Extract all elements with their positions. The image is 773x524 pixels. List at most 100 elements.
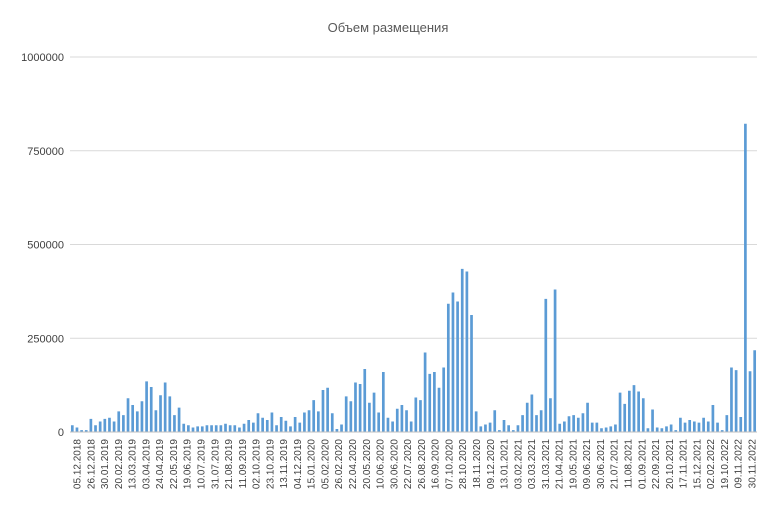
bar xyxy=(154,410,158,432)
bar xyxy=(214,425,218,432)
bar xyxy=(349,401,353,432)
bar xyxy=(270,412,274,432)
bar xyxy=(716,422,719,433)
bar xyxy=(609,426,613,433)
bar xyxy=(228,425,232,432)
bar xyxy=(381,372,385,432)
bar xyxy=(739,417,743,432)
bar xyxy=(530,394,534,432)
bar xyxy=(131,405,135,432)
bar xyxy=(135,411,139,433)
bar xyxy=(238,427,241,432)
bar xyxy=(307,410,311,432)
x-tick-label: 02.02.2022 xyxy=(706,439,717,489)
x-tick-label: 11.08.2021 xyxy=(624,439,635,489)
bar xyxy=(479,426,483,433)
bar xyxy=(182,423,186,432)
bar xyxy=(289,426,292,433)
bar xyxy=(409,421,413,432)
bar xyxy=(117,411,121,433)
bar xyxy=(674,430,678,433)
bar xyxy=(89,418,93,433)
bar xyxy=(405,410,408,432)
bar xyxy=(335,429,339,432)
bar xyxy=(553,289,557,432)
bar xyxy=(632,385,636,433)
bar xyxy=(498,430,501,433)
x-tick-label: 10.06.2020 xyxy=(376,439,387,489)
bar xyxy=(451,292,455,432)
x-tick-label: 18.11.2020 xyxy=(472,439,483,489)
bar xyxy=(600,428,603,432)
bar xyxy=(521,415,524,433)
bar xyxy=(256,413,260,432)
bar xyxy=(242,423,246,432)
x-tick-label: 20.10.2021 xyxy=(665,439,676,489)
bar xyxy=(224,423,227,432)
bar xyxy=(563,421,566,432)
bar xyxy=(293,417,297,432)
bar xyxy=(163,382,167,432)
bar xyxy=(437,387,441,432)
bar xyxy=(98,421,102,432)
x-tick-label: 11.09.2019 xyxy=(238,439,249,489)
bar xyxy=(660,428,664,432)
bar xyxy=(386,417,390,432)
bar xyxy=(474,411,478,433)
bar xyxy=(525,402,529,432)
x-tick-label: 26.02.2020 xyxy=(334,439,345,489)
x-tick-label: 13.01.2021 xyxy=(500,439,511,489)
x-tick-label: 22.07.2020 xyxy=(403,439,414,489)
bar xyxy=(572,415,575,433)
bar xyxy=(196,426,199,433)
x-tick-label: 01.09.2021 xyxy=(637,439,648,489)
bar xyxy=(363,369,367,432)
y-tick-label: 250000 xyxy=(27,333,64,345)
bar xyxy=(753,350,757,432)
x-tick-label: 05.12.2018 xyxy=(73,439,84,489)
bar xyxy=(112,421,116,432)
bar xyxy=(516,425,520,432)
bar xyxy=(679,417,682,432)
x-axis-tick-labels: 05.12.2018 26.12.2018 30.01.2019 20.02.2019… xyxy=(73,439,759,489)
bar xyxy=(456,301,459,432)
bar xyxy=(400,405,404,432)
x-tick-label: 22.09.2021 xyxy=(651,439,662,489)
bar xyxy=(70,425,74,432)
bar xyxy=(168,396,172,433)
bar xyxy=(187,425,190,432)
x-tick-label: 24.04.2019 xyxy=(155,439,166,489)
bar xyxy=(488,422,492,433)
x-tick-label: 02.10.2019 xyxy=(252,439,263,489)
x-tick-label: 21.07.2021 xyxy=(610,439,621,489)
bar xyxy=(460,268,464,433)
bar xyxy=(84,430,88,433)
bar xyxy=(419,400,422,433)
bar xyxy=(149,387,153,432)
bar xyxy=(535,415,538,433)
bar xyxy=(586,402,589,432)
bar xyxy=(567,416,571,432)
x-tick-label: 09.11.2022 xyxy=(734,439,745,489)
bar xyxy=(205,425,209,432)
bar xyxy=(595,422,599,433)
bar xyxy=(692,421,696,432)
x-tick-label: 04.12.2019 xyxy=(293,439,304,489)
bar xyxy=(140,401,144,432)
bar xyxy=(354,382,357,432)
bar xyxy=(581,413,585,432)
bar xyxy=(428,373,432,433)
bar xyxy=(200,426,204,433)
bar xyxy=(210,425,213,432)
bar xyxy=(391,421,394,432)
x-tick-label: 03.02.2021 xyxy=(513,439,524,489)
bar xyxy=(317,411,320,433)
x-tick-label: 05.02.2020 xyxy=(320,439,331,489)
gridlines xyxy=(70,56,757,339)
x-tick-label: 17.11.2021 xyxy=(679,439,690,489)
bar xyxy=(502,420,506,432)
bar xyxy=(683,422,687,433)
bar xyxy=(711,405,715,432)
bar xyxy=(344,396,348,433)
bar xyxy=(414,397,418,432)
